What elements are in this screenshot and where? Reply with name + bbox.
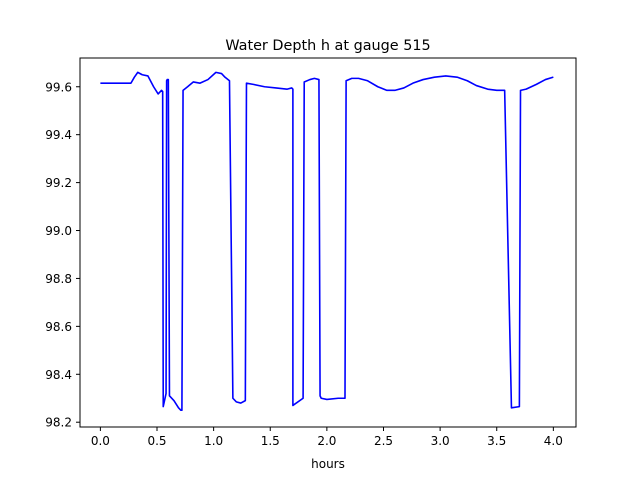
y-tick-label: 99.0 — [45, 224, 72, 238]
x-tick-label: 1.5 — [261, 434, 280, 448]
x-axis: 0.0 0.5 1.0 1.5 2.0 2.5 3.0 3.5 4.0 — [91, 427, 563, 448]
x-tick-label: 2.5 — [374, 434, 393, 448]
x-tick-label: 0.0 — [91, 434, 110, 448]
x-tick-label: 3.0 — [431, 434, 450, 448]
chart-title: Water Depth h at gauge 515 — [225, 38, 430, 54]
x-tick-label: 3.5 — [487, 434, 506, 448]
x-tick-label: 2.0 — [317, 434, 336, 448]
y-tick-label: 98.4 — [45, 368, 72, 382]
x-tick-label: 4.0 — [544, 434, 563, 448]
y-tick-label: 98.8 — [45, 272, 72, 286]
y-tick-label: 98.2 — [45, 416, 72, 430]
y-tick-label: 98.6 — [45, 320, 72, 334]
plot-area — [79, 57, 577, 428]
y-tick-label: 99.6 — [45, 80, 72, 94]
series-line-0 — [100, 71, 554, 412]
y-tick-label: 99.4 — [45, 128, 72, 142]
x-tick-label: 0.5 — [147, 434, 166, 448]
x-tick-label: 1.0 — [204, 434, 223, 448]
y-axis: 98.2 98.4 98.6 98.8 99.0 99.2 99.4 99.6 — [45, 80, 80, 430]
y-tick-label: 99.2 — [45, 176, 72, 190]
x-axis-label: hours — [311, 457, 345, 471]
plot-frame — [79, 57, 577, 428]
